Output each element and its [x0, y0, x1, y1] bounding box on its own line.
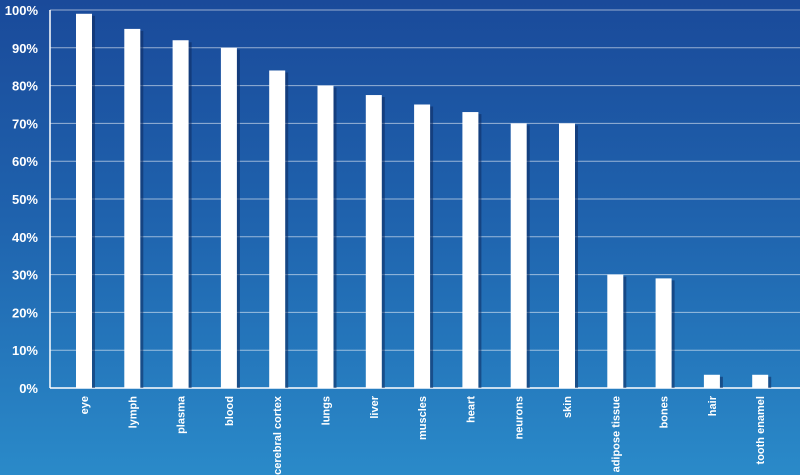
bar-tooth-enamel [752, 374, 769, 388]
x-tick-label: bones [659, 396, 671, 428]
x-tick-label: heart [465, 396, 477, 423]
y-tick-label: 60% [12, 154, 38, 169]
x-tick-label: skin [562, 396, 574, 418]
bar-neurons [510, 123, 527, 389]
x-tick-label: eye [79, 396, 91, 414]
bar-lungs [317, 85, 334, 388]
y-tick-label: 40% [12, 230, 38, 245]
x-tick-label: hair [707, 395, 719, 416]
x-tick-label: liver [369, 395, 381, 418]
x-tick-label: muscles [417, 396, 429, 440]
x-tick-label: blood [224, 396, 236, 426]
y-tick-label: 50% [12, 192, 38, 207]
y-tick-label: 100% [5, 3, 39, 18]
bar-muscles [414, 104, 431, 388]
x-tick-label: cerebral cortex [272, 395, 284, 475]
y-tick-label: 80% [12, 79, 38, 94]
y-tick-label: 70% [12, 116, 38, 131]
y-tick-label: 90% [12, 41, 38, 56]
bar-hair [703, 374, 720, 388]
y-tick-label: 20% [12, 305, 38, 320]
bars [76, 13, 772, 389]
x-tick-label: tooth enamel [755, 396, 767, 464]
bar-liver [365, 95, 382, 389]
y-tick-label: 0% [19, 381, 38, 396]
bar-blood [220, 47, 237, 389]
bar-heart [462, 112, 479, 388]
bar-skin [559, 123, 575, 389]
y-tick-label: 10% [12, 343, 38, 358]
x-tick-label: plasma [176, 395, 188, 434]
y-tick-label: 30% [12, 268, 38, 283]
bar-plasma [172, 40, 189, 389]
bar-lymph [124, 28, 141, 389]
bar-cerebral-cortex [269, 70, 286, 388]
x-tick-label: lymph [127, 396, 139, 429]
bar-bones [655, 278, 672, 388]
bar-eye [76, 13, 92, 389]
x-tick-label: lungs [321, 396, 333, 425]
x-tick-label: neurons [514, 396, 526, 439]
y-axis-ticks: 0% 10% 20% 30% 40% 50% 60% 70% 80% 90% 100% [5, 3, 39, 396]
x-axis-ticks: eye lymph plasma blood cerebral cortex lungs l… [79, 395, 767, 475]
bar-adipose-tissue [607, 274, 624, 388]
x-tick-label: adipose tissue [610, 396, 622, 472]
